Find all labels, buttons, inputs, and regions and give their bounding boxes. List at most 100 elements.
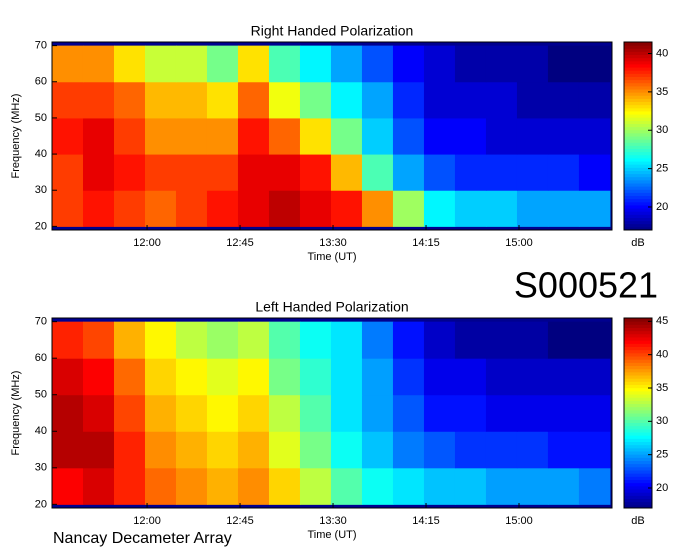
colorbar-step xyxy=(624,504,652,509)
colorbar-step xyxy=(624,179,652,184)
colorbar-step xyxy=(624,428,652,433)
heat-cell xyxy=(361,81,394,119)
heat-cell xyxy=(299,467,332,505)
colorbar-step xyxy=(624,114,652,118)
heat-cell xyxy=(547,394,580,432)
y-tick-label: 20 xyxy=(35,498,47,510)
colorbar-step xyxy=(624,226,652,231)
colorbar-step xyxy=(624,340,652,344)
heat-cell xyxy=(237,190,270,227)
colorbar-step xyxy=(624,413,652,417)
colorbar-step xyxy=(624,333,652,338)
heat-cell xyxy=(175,81,208,119)
x-axis-label: Time (UT) xyxy=(307,251,356,263)
y-tick-label: 20 xyxy=(35,220,47,232)
heat-cell xyxy=(82,394,115,432)
heat-cell xyxy=(299,117,332,155)
heat-cell xyxy=(113,467,146,505)
heat-cell xyxy=(268,467,301,505)
colorbar-step xyxy=(624,208,652,212)
colorbar-step xyxy=(624,337,652,341)
y-axis-label: Frequency (MHz) xyxy=(10,94,22,179)
heat-cell xyxy=(392,358,425,396)
heat-cell xyxy=(52,154,84,191)
heat-cell xyxy=(237,45,270,83)
colorbar-step xyxy=(624,400,652,404)
heat-cell xyxy=(392,394,425,432)
heat-cell xyxy=(578,321,611,359)
heat-cell xyxy=(268,81,301,119)
heat-cell xyxy=(516,45,549,83)
colorbar-step xyxy=(624,157,652,162)
heat-cell xyxy=(485,45,518,83)
colorbar-step xyxy=(624,330,652,335)
heat-cell xyxy=(82,431,115,469)
heat-cell xyxy=(578,81,611,119)
heat-cell xyxy=(423,154,456,191)
colorbar-step xyxy=(624,220,652,225)
colorbar-step xyxy=(624,321,652,325)
colorbar-step xyxy=(624,167,652,171)
colorbar-step xyxy=(624,110,652,115)
heat-cell xyxy=(268,431,301,469)
heat-cell xyxy=(392,45,425,83)
heat-cell xyxy=(392,321,425,359)
heat-cell xyxy=(423,394,456,432)
heat-cell xyxy=(206,431,239,469)
heat-cell xyxy=(547,467,580,505)
heat-cell xyxy=(206,394,239,432)
colorbar-step xyxy=(624,176,652,181)
colorbar-step xyxy=(624,164,652,168)
heat-cell xyxy=(516,81,549,119)
colorbar-step xyxy=(624,136,652,140)
heat-cell xyxy=(299,394,332,432)
heat-cell xyxy=(361,45,394,83)
heat-cell xyxy=(82,358,115,396)
heat-cell xyxy=(268,45,301,83)
heat-cell xyxy=(237,467,270,505)
colorbar-step xyxy=(624,498,652,503)
heat-cell xyxy=(578,358,611,396)
y-axis-label: Frequency (MHz) xyxy=(10,371,22,456)
colorbar-step xyxy=(624,183,652,187)
colorbar-step xyxy=(624,204,652,209)
colorbar-step xyxy=(624,324,652,328)
colorbar-step xyxy=(624,67,652,71)
colorbar-step xyxy=(624,76,652,81)
heat-cell xyxy=(485,154,518,191)
colorbar-step xyxy=(624,189,652,193)
heat-cell xyxy=(268,394,301,432)
heat-cell xyxy=(237,81,270,119)
colorbar-step xyxy=(624,444,652,449)
colorbar-step xyxy=(624,51,652,56)
heat-cell xyxy=(485,190,518,227)
heat-cell xyxy=(547,190,580,227)
heat-cell xyxy=(454,81,487,119)
heat-cell xyxy=(485,358,518,396)
heat-cell xyxy=(516,321,549,359)
colorbar-step xyxy=(624,390,652,395)
x-tick-label: 12:00 xyxy=(133,515,161,527)
x-tick-label: 12:45 xyxy=(226,237,254,249)
colorbar-step xyxy=(624,223,652,228)
heat-cell xyxy=(206,45,239,83)
colorbar-step xyxy=(624,362,652,366)
heat-cell xyxy=(330,394,363,432)
heat-cell xyxy=(144,358,177,396)
colorbar-step xyxy=(624,394,652,398)
heat-cell xyxy=(361,190,394,227)
colorbar-label: dB xyxy=(631,515,644,527)
heat-cell xyxy=(361,117,394,155)
colorbar-tick-label: 20 xyxy=(656,201,668,213)
colorbar-step xyxy=(624,195,652,200)
colorbar-tick-label: 35 xyxy=(656,382,668,394)
colorbar-step xyxy=(624,356,652,360)
heat-cell xyxy=(175,431,208,469)
heat-cell xyxy=(423,117,456,155)
heat-cell xyxy=(206,154,239,191)
colorbar-step xyxy=(624,387,652,392)
colorbar-step xyxy=(624,92,652,96)
heat-cell xyxy=(361,358,394,396)
x-tick-label: 15:00 xyxy=(505,237,533,249)
colorbar-step xyxy=(624,492,652,496)
